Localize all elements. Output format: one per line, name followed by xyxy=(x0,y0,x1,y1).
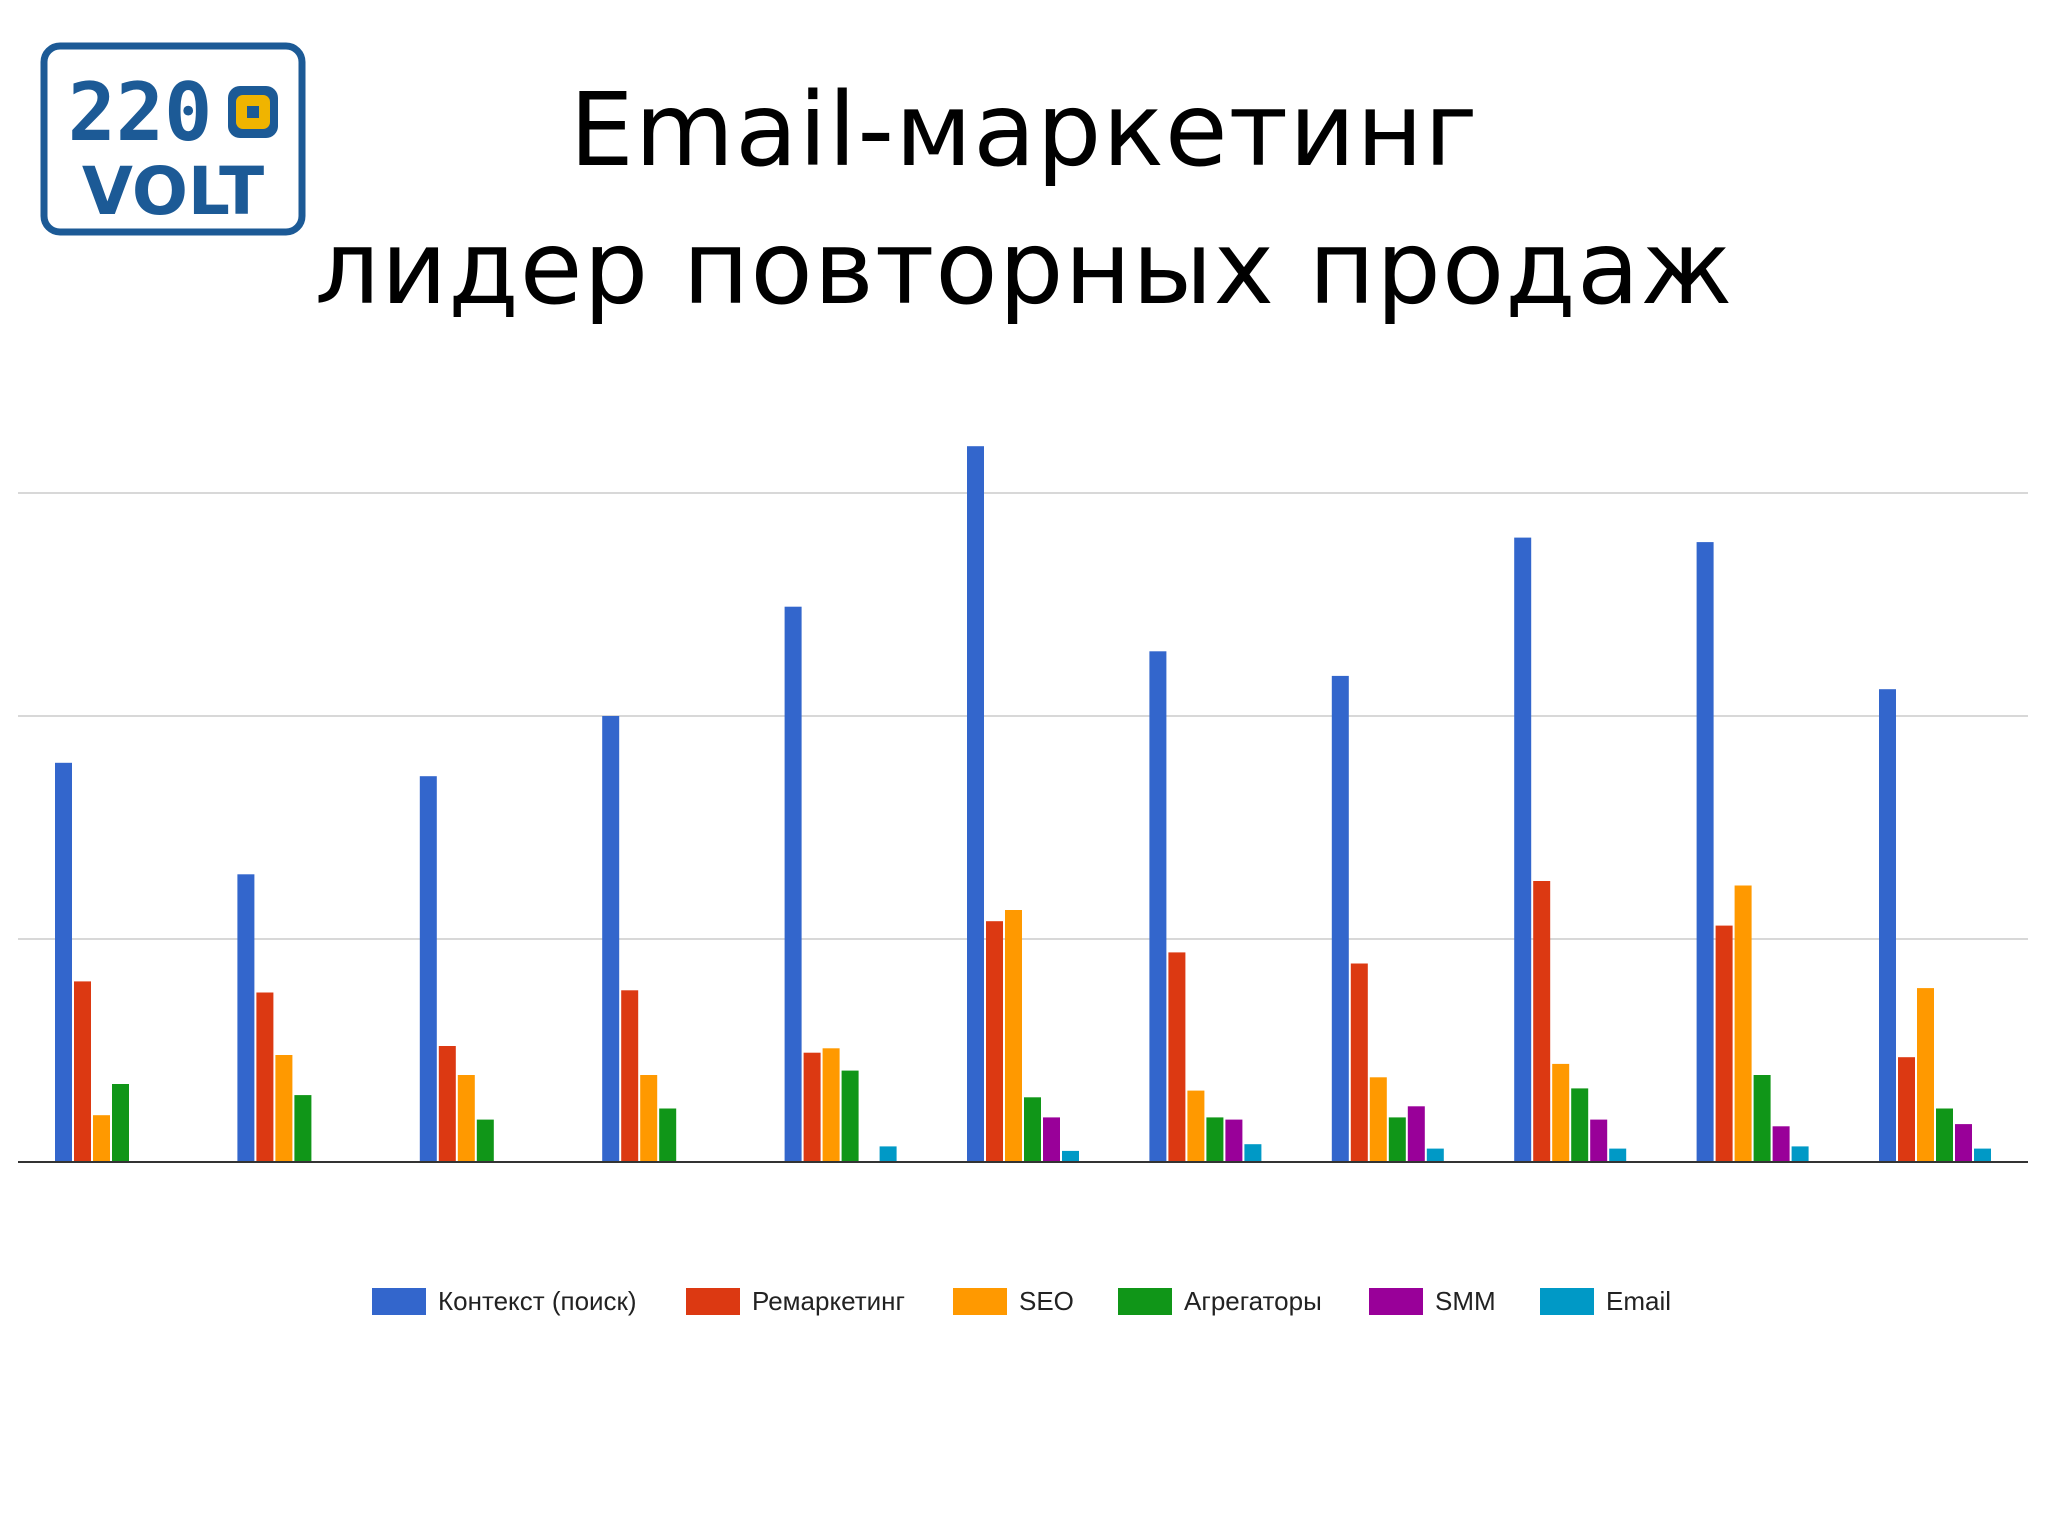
bars-layer xyxy=(55,446,1991,1163)
legend-item-3: SEO xyxy=(953,1283,1074,1319)
logo-word: VOLT xyxy=(82,153,264,230)
bar-11-series-2 xyxy=(1898,1057,1915,1162)
bar-8-series-1 xyxy=(1331,675,1349,1162)
bar-8-series-5 xyxy=(1407,1106,1425,1163)
bar-group-3 xyxy=(419,776,494,1162)
bar-9-series-6 xyxy=(1609,1148,1627,1162)
bar-3-series-3 xyxy=(457,1075,475,1162)
bar-4-series-2 xyxy=(621,990,639,1162)
bar-7-series-5 xyxy=(1225,1119,1243,1162)
bar-9-series-1 xyxy=(1514,537,1532,1162)
bar-11-series-6 xyxy=(1974,1148,1991,1162)
chart-legend: Контекст (поиск) Ремаркетинг SEO Агрегаторы… xyxy=(0,1283,2048,1319)
bar-9-series-4 xyxy=(1571,1088,1589,1162)
bar-3-series-4 xyxy=(476,1119,494,1162)
bar-11-series-1 xyxy=(1879,689,1896,1162)
bar-4-series-1 xyxy=(602,716,620,1162)
bar-7-series-1 xyxy=(1149,651,1167,1162)
grid-layer xyxy=(18,492,2028,940)
legend-swatch xyxy=(1540,1287,1594,1315)
bar-8-series-2 xyxy=(1350,963,1368,1162)
bar-group-7 xyxy=(1149,651,1262,1162)
logo-number: 220 xyxy=(68,66,213,159)
bar-6-series-6 xyxy=(1062,1150,1079,1162)
legend-swatch xyxy=(1118,1287,1172,1315)
bar-7-series-6 xyxy=(1244,1144,1262,1162)
legend-swatch xyxy=(686,1287,740,1315)
legend-label: Агрегаторы xyxy=(1184,1285,1322,1316)
legend-label: Ремаркетинг xyxy=(752,1285,905,1316)
bar-8-series-3 xyxy=(1369,1077,1387,1162)
bar-8-series-6 xyxy=(1426,1148,1444,1162)
bar-5-series-6 xyxy=(879,1146,897,1162)
bar-4-series-3 xyxy=(640,1075,658,1162)
bar-group-6 xyxy=(967,446,1079,1162)
legend-swatch xyxy=(953,1287,1007,1315)
bar-7-series-4 xyxy=(1206,1117,1224,1162)
bar-1-series-2 xyxy=(74,981,91,1162)
bar-group-11 xyxy=(1879,689,1991,1162)
bar-8-series-4 xyxy=(1388,1117,1406,1162)
legend-item-4: Агрегаторы xyxy=(1118,1283,1322,1319)
title-line-2: лидер повторных продаж xyxy=(314,209,1734,328)
bar-3-series-2 xyxy=(438,1046,456,1162)
legend-label: Контекст (поиск) xyxy=(438,1285,637,1316)
legend-item-2: Ремаркетинг xyxy=(686,1283,905,1319)
bar-2-series-2 xyxy=(256,992,274,1162)
bar-10-series-2 xyxy=(1715,925,1733,1162)
bar-5-series-2 xyxy=(803,1052,821,1162)
bar-9-series-5 xyxy=(1590,1119,1608,1162)
bar-10-series-4 xyxy=(1753,1075,1771,1162)
legend-label: Email xyxy=(1606,1285,1672,1316)
bar-5-series-1 xyxy=(784,606,802,1162)
bar-group-5 xyxy=(784,606,897,1162)
bar-9-series-2 xyxy=(1533,881,1551,1162)
legend-label: SEO xyxy=(1019,1285,1074,1316)
bar-6-series-1 xyxy=(967,446,984,1162)
bar-7-series-2 xyxy=(1168,952,1186,1162)
legend-item-5: SMM xyxy=(1369,1283,1496,1319)
legend-swatch xyxy=(1369,1287,1423,1315)
bar-10-series-1 xyxy=(1696,542,1714,1162)
bar-group-10 xyxy=(1696,542,1809,1162)
bar-1-series-4 xyxy=(112,1084,129,1162)
slide-title: Email-маркетинг лидер повторных продаж xyxy=(0,62,2048,338)
bar-11-series-4 xyxy=(1936,1108,1953,1162)
title-line-1: Email-маркетинг xyxy=(569,71,1479,190)
bar-6-series-2 xyxy=(986,921,1003,1162)
bar-10-series-5 xyxy=(1772,1126,1790,1162)
bar-11-series-5 xyxy=(1955,1124,1972,1162)
legend-item-1: Контекст (поиск) xyxy=(372,1283,637,1319)
logo-graphic: 220 VOLT xyxy=(40,42,306,236)
legend-item-6: Email xyxy=(1540,1283,1671,1319)
bar-1-series-1 xyxy=(55,762,72,1162)
company-logo: 220 VOLT xyxy=(40,42,306,236)
bar-6-series-5 xyxy=(1043,1117,1060,1162)
bar-group-8 xyxy=(1331,675,1444,1163)
bar-9-series-3 xyxy=(1552,1063,1570,1162)
bar-2-series-3 xyxy=(275,1055,293,1162)
bar-10-series-3 xyxy=(1734,885,1752,1162)
bar-chart xyxy=(0,380,2048,1220)
bar-3-series-1 xyxy=(419,776,437,1162)
bar-10-series-6 xyxy=(1791,1146,1809,1162)
chart-canvas xyxy=(18,446,2028,1163)
bar-group-4 xyxy=(602,716,677,1162)
bar-2-series-4 xyxy=(294,1095,312,1162)
bar-group-9 xyxy=(1514,537,1627,1162)
bar-1-series-3 xyxy=(93,1115,110,1162)
legend-swatch xyxy=(372,1287,426,1315)
bar-5-series-3 xyxy=(822,1048,840,1162)
bar-11-series-3 xyxy=(1917,988,1934,1162)
legend-label: SMM xyxy=(1435,1285,1496,1316)
bar-group-1 xyxy=(55,762,129,1162)
bar-5-series-4 xyxy=(841,1070,859,1162)
bar-6-series-4 xyxy=(1024,1097,1041,1162)
bar-6-series-3 xyxy=(1005,910,1022,1162)
bar-2-series-1 xyxy=(237,874,255,1162)
bar-group-2 xyxy=(237,874,312,1162)
bar-7-series-3 xyxy=(1187,1090,1205,1162)
bar-4-series-4 xyxy=(659,1108,677,1162)
